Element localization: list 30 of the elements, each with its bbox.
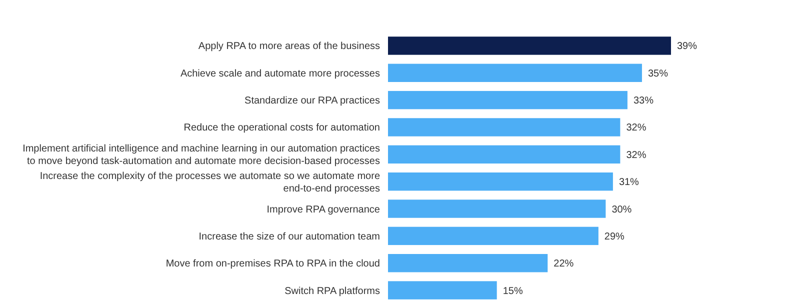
- y-tick-label: Switch RPA platforms: [284, 286, 380, 297]
- bar: [388, 118, 620, 136]
- y-tick-label: Move from on-premises RPA to RPA in the cloud: [166, 258, 380, 270]
- y-tick-label: Improve RPA governance: [266, 204, 380, 216]
- data-label: 29%: [604, 231, 625, 242]
- y-tick-label: Increase the complexity of the processes we automate so we automate more end-to-end processes: [40, 170, 380, 194]
- bar: [388, 90, 628, 110]
- data-label: 32%: [626, 122, 646, 134]
- y-tick-label: Increase the size of our automation team: [198, 231, 380, 242]
- y-tick-label: Reduce the operational costs for automation: [184, 122, 380, 134]
- bar: [388, 226, 598, 246]
- data-label: 33%: [633, 96, 654, 107]
- data-label: 39%: [677, 41, 698, 52]
- bar: [388, 254, 548, 272]
- data-label: 15%: [502, 286, 523, 297]
- data-label: 22%: [554, 258, 574, 270]
- bar: [388, 200, 606, 218]
- data-label: 32%: [626, 150, 646, 161]
- data-label: 35%: [648, 68, 668, 80]
- y-tick-label: Implement artificial intelligence and machine learning in our automation practices to move beyond task-automation and automate more decision-based processes: [22, 144, 380, 168]
- data-label: 31%: [618, 177, 640, 188]
- bar: [388, 36, 671, 55]
- bar: [388, 172, 613, 191]
- y-tick-label: Achieve scale and automate more processes: [180, 68, 380, 80]
- bar: [388, 281, 497, 300]
- y-tick-label: Standardize our RPA practices: [244, 96, 380, 107]
- y-tick-label: Apply RPA to more areas of the business: [198, 41, 380, 52]
- bar: [388, 64, 642, 82]
- bar: [388, 145, 620, 164]
- data-label: 30%: [612, 204, 632, 216]
